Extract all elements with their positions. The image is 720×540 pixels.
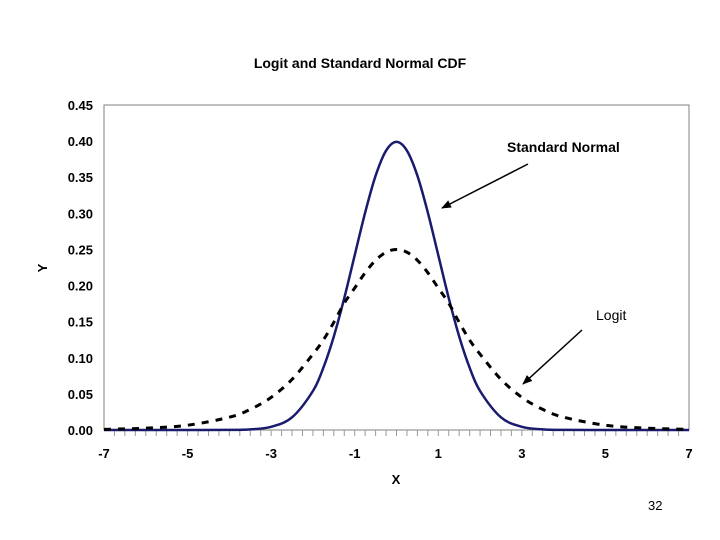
y-axis-label: Y	[35, 263, 50, 272]
series-layer	[103, 140, 690, 432]
y-tick-label: 0.15	[68, 315, 93, 330]
y-tick-label: 0.00	[68, 423, 93, 438]
y-tick-label: 0.30	[68, 206, 93, 221]
x-tick-label: 7	[685, 446, 692, 461]
y-tick-label: 0.25	[68, 242, 93, 257]
y-axis: 0.00 0.05 0.10 0.15 0.20 0.25 0.30 0.35 0.40 0.45	[68, 98, 93, 438]
x-tick-label: 3	[518, 446, 525, 461]
x-tick-label: -1	[349, 446, 361, 461]
chart-title: Logit and Standard Normal CDF	[254, 55, 467, 71]
y-tick-label: 0.40	[68, 134, 93, 149]
y-tick-label: 0.20	[68, 279, 93, 294]
annotation-logit: Logit	[596, 307, 626, 323]
y-tick-label: 0.35	[68, 170, 93, 185]
x-axis-label: X	[392, 472, 401, 487]
annotation-arrow-logit	[522, 329, 583, 385]
x-axis: -7 -5 -3 -1 1 3 5 7	[98, 446, 692, 461]
x-tick-label: 5	[602, 446, 609, 461]
annotation-arrow-standard-normal	[441, 163, 529, 209]
series-line-standard-normal	[104, 140, 689, 432]
page-number: 32	[648, 498, 663, 513]
series-line-logit	[103, 247, 690, 431]
y-tick-label: 0.10	[68, 351, 93, 366]
annotation-standard-normal: Standard Normal	[507, 139, 620, 155]
x-tick-label: 1	[435, 446, 442, 461]
y-tick-label: 0.45	[68, 98, 93, 113]
x-tick-label: -7	[98, 446, 110, 461]
x-tick-label: -3	[265, 446, 277, 461]
y-tick-label: 0.05	[68, 387, 93, 402]
x-tick-label: -5	[182, 446, 194, 461]
